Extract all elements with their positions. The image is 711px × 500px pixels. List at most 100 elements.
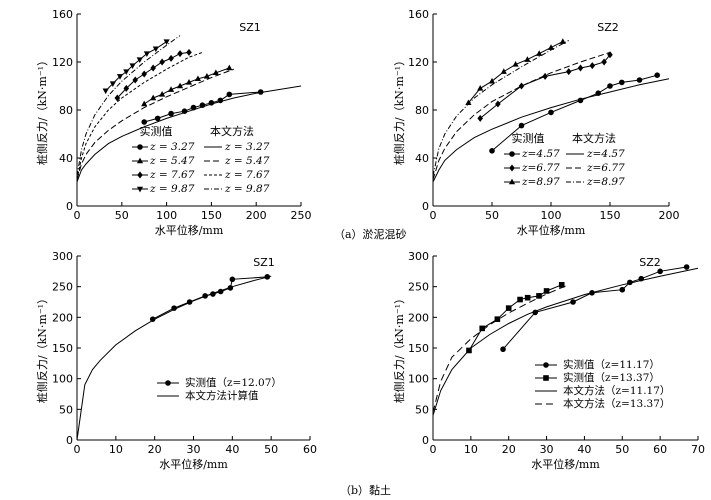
y-tick-label: 40 (59, 152, 73, 165)
data-point (257, 89, 264, 95)
x-tick-label: 50 (264, 443, 278, 456)
computed-line-3 (432, 39, 569, 177)
y-tick-label: 300 (408, 250, 429, 263)
x-tick-label: 0 (74, 209, 81, 222)
legend-header-measured: 实测值 (140, 124, 173, 138)
legend-measured-marker (137, 144, 143, 150)
data-point (177, 50, 183, 58)
y-tick-label: 250 (52, 281, 73, 294)
caption-a: （a）淤泥混砂 (334, 228, 407, 241)
x-axis-label: 水平位移/mm (155, 223, 224, 237)
x-tick-label: 20 (502, 443, 516, 456)
data-point (226, 91, 233, 98)
data-point (683, 264, 690, 270)
data-point (154, 115, 161, 122)
measured-line-3 (116, 51, 190, 99)
y-tick-label: 150 (408, 342, 429, 355)
data-point (517, 296, 523, 303)
x-tick-label: 20 (148, 443, 162, 456)
data-point (194, 75, 202, 82)
data-point (168, 54, 174, 62)
legend-header-measured: 实测值 (512, 131, 545, 145)
data-point (123, 84, 130, 92)
x-tick-label: 30 (187, 443, 201, 456)
data-point (589, 62, 596, 70)
computed-line-2 (76, 68, 234, 180)
legend-measured-label: z = 7.67 (149, 169, 195, 181)
data-point (512, 61, 519, 67)
y-tick-label: 80 (59, 104, 73, 117)
data-point (465, 99, 472, 106)
data-point (577, 64, 584, 72)
data-point (102, 88, 109, 95)
computed-line-3 (76, 51, 203, 180)
data-point (217, 97, 224, 104)
x-tick-label: 200 (246, 209, 267, 222)
legend-header-method: 本文方法 (572, 131, 616, 145)
legend-measured-label: z=8.97 (521, 176, 560, 188)
chart-title: SZ2 (639, 256, 661, 269)
x-tick-label: 0 (430, 443, 437, 456)
computed-line-1 (432, 78, 670, 183)
y-axis-label: 桩侧反力/（kN·m⁻¹） (35, 293, 49, 403)
legend-measured-marker (165, 380, 171, 386)
x-tick-label: 0 (74, 443, 81, 456)
data-point (627, 279, 633, 286)
measured-line-2 (143, 67, 230, 105)
data-point (149, 316, 156, 322)
data-point (500, 68, 507, 74)
legend-computed-label: z = 3.27 (224, 141, 270, 153)
legend-measured-label: z = 5.47 (149, 155, 195, 167)
y-tick-label: 0 (66, 434, 73, 447)
legend-measured-label: z=4.57 (521, 148, 560, 160)
data-point (159, 91, 166, 97)
legend-measured-marker (509, 151, 515, 157)
legend-measured-label: 实测值（z=13.37） (563, 371, 660, 384)
legend-computed-label: z = 7.67 (224, 169, 270, 181)
legend-header-method: 本文方法 (210, 124, 254, 138)
data-point (505, 305, 512, 311)
measured-line-1 (144, 91, 261, 123)
y-tick-label: 80 (415, 104, 429, 117)
measured-line-1 (152, 276, 268, 320)
data-point (150, 94, 157, 101)
measured-line-3 (468, 41, 564, 104)
data-point (518, 82, 525, 90)
data-point (495, 100, 501, 108)
data-point (536, 293, 542, 299)
data-point (536, 50, 543, 56)
data-point (163, 39, 170, 45)
data-point (500, 346, 506, 353)
x-tick-label: 10 (109, 443, 123, 456)
legend-measured-marker (137, 171, 143, 179)
x-axis-label: 水平位移/mm (531, 457, 600, 471)
x-tick-label: 200 (659, 209, 680, 222)
data-point (494, 316, 501, 322)
chart-4: 0 10 20 30 40 50 60 70 0 50 100 150 200 250 300 水平位移/mm… (392, 250, 705, 471)
y-tick-label: 150 (52, 342, 73, 355)
legend: 实测值 本文方法 z = 3.27 z = 5.47 z = 7.67 z = 9.87 z… (132, 124, 270, 195)
data-point (168, 86, 175, 92)
data-point (489, 148, 495, 154)
chart-title: SZ2 (597, 21, 619, 34)
legend-measured-label: 实测值（z=11.17） (563, 358, 660, 371)
y-tick-label: 100 (52, 373, 73, 386)
chart-2: 0 50 100 150 200 0 40 80 120 160 水平位移/mm 桩侧反力/（kN·m… (392, 8, 680, 237)
data-point (229, 276, 236, 283)
data-point (114, 94, 121, 102)
data-point (202, 293, 208, 299)
x-tick-label: 50 (115, 209, 129, 222)
chart-title: SZ1 (239, 21, 261, 34)
data-point (208, 100, 215, 106)
legend-measured-label: z = 9.87 (149, 183, 195, 195)
y-tick-label: 0 (422, 434, 429, 447)
data-point (116, 74, 124, 80)
data-point (141, 100, 148, 107)
measured-line-1 (502, 266, 687, 350)
data-point (150, 64, 156, 72)
computed-line-4 (76, 35, 181, 177)
y-axis-label: 桩侧反力/（kN·m⁻¹） (35, 55, 49, 165)
chart-title: SZ1 (253, 256, 275, 269)
data-point (548, 109, 554, 116)
